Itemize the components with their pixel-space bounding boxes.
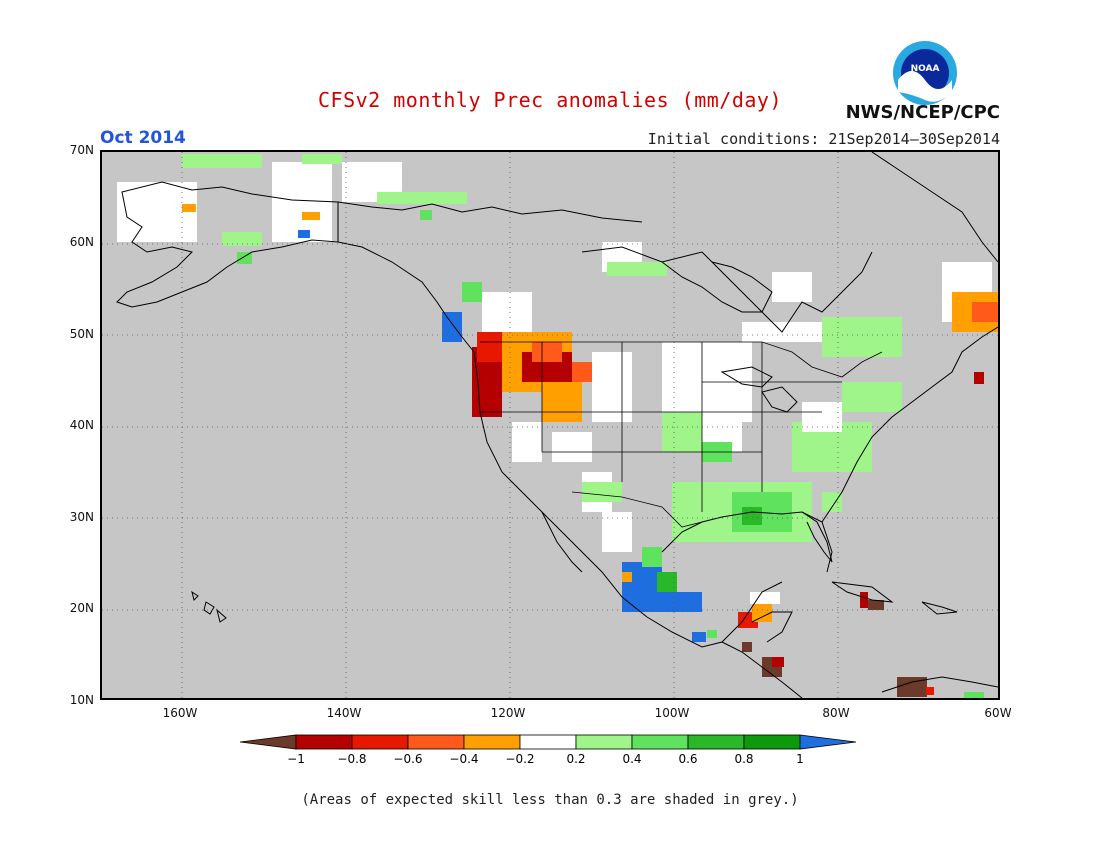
colorbar-swatch bbox=[799, 734, 857, 750]
anomaly-patch-blue bbox=[298, 230, 310, 238]
noaa-logo-icon: NOAA bbox=[893, 41, 957, 105]
colorbar-tick-label: 1 bbox=[796, 752, 804, 766]
lat-label-60: 60N bbox=[69, 235, 94, 249]
skill-footnote: (Areas of expected skill less than 0.3 a… bbox=[301, 792, 799, 808]
anomaly-patch-orange bbox=[182, 204, 196, 212]
anomaly-patch-orange bbox=[752, 602, 772, 622]
anomaly-patch-lightgreen bbox=[182, 154, 262, 168]
anomaly-patch-blue bbox=[662, 592, 702, 612]
colorbar-swatch bbox=[240, 734, 297, 750]
lat-label-70: 70N bbox=[69, 143, 94, 157]
anomaly-patch-orange bbox=[302, 212, 320, 220]
anomaly-patch-blue bbox=[622, 562, 662, 612]
anomaly-patch-green bbox=[420, 210, 432, 220]
colorbar-swatch bbox=[687, 734, 745, 750]
initial-conditions-label: Initial conditions: 21Sep2014–30Sep2014 bbox=[647, 130, 1000, 148]
lon-label-60w: 60W bbox=[984, 706, 1012, 720]
colorbar-swatch bbox=[519, 734, 577, 750]
colorbar-swatch bbox=[575, 734, 633, 750]
anomaly-patch-orange bbox=[542, 382, 582, 422]
precipitation-anomaly-map bbox=[100, 150, 1000, 700]
lat-label-30: 30N bbox=[69, 510, 94, 524]
colorbar-tick-label: 0.4 bbox=[622, 752, 642, 766]
lat-label-50: 50N bbox=[69, 327, 94, 341]
forecast-month: Oct 2014 bbox=[100, 128, 186, 148]
colorbar-swatch bbox=[351, 734, 409, 750]
anomaly-patch-white bbox=[342, 162, 402, 192]
anomaly-patch-lightgreen bbox=[662, 412, 702, 452]
anomaly-patch-green bbox=[964, 692, 984, 698]
lat-label-10: 10N bbox=[69, 693, 94, 707]
anomaly-patch-green bbox=[642, 547, 662, 567]
anomaly-patch-white bbox=[552, 432, 592, 462]
anomaly-shading bbox=[117, 154, 998, 698]
anomaly-patch-lightgreen bbox=[302, 154, 342, 164]
colorbar-swatch bbox=[407, 734, 465, 750]
anomaly-patch-white bbox=[272, 162, 332, 242]
anomaly-patch-brown bbox=[742, 642, 752, 652]
anomaly-patch-lightgreen bbox=[377, 192, 467, 204]
anomaly-patch-blue bbox=[442, 312, 462, 342]
anomaly-patch-green bbox=[707, 630, 717, 638]
colorbar-swatch bbox=[631, 734, 689, 750]
colorbar-tick-label: −1 bbox=[287, 752, 305, 766]
anomaly-patch-white bbox=[750, 592, 780, 604]
anomaly-patch-lightgreen bbox=[822, 317, 902, 357]
map-canvas bbox=[102, 152, 998, 698]
organization-label: NWS/NCEP/CPC bbox=[845, 102, 1000, 123]
anomaly-patch-red bbox=[926, 687, 934, 695]
anomaly-patch-darkred bbox=[772, 657, 784, 667]
colorbar-tick-label: −0.8 bbox=[337, 752, 367, 766]
anomaly-patch-white bbox=[602, 512, 632, 552]
anomaly-patch-redorange bbox=[532, 342, 562, 362]
anomaly-patch-lightgreen bbox=[222, 232, 262, 246]
anomaly-patch-redorange bbox=[972, 302, 998, 322]
anomaly-patch-darkred bbox=[860, 592, 868, 608]
anomaly-patch-lightgreen bbox=[582, 482, 622, 502]
anomaly-patch-lightgreen bbox=[607, 262, 667, 276]
colorbar-tick-label: −0.6 bbox=[393, 752, 423, 766]
lon-label-140w: 140W bbox=[326, 706, 362, 720]
anomaly-patch-redorange bbox=[572, 362, 592, 382]
anomaly-patch-darkgreen bbox=[742, 507, 762, 525]
anomaly-patch-green bbox=[462, 282, 482, 302]
anomaly-patch-white bbox=[512, 422, 542, 462]
anomaly-patch-orange bbox=[622, 572, 632, 582]
lon-label-100w: 100W bbox=[654, 706, 690, 720]
anomaly-patch-darkred bbox=[974, 372, 984, 384]
anomaly-patch-brown bbox=[868, 600, 884, 610]
lon-label-80w: 80W bbox=[822, 706, 850, 720]
anomaly-patch-lightgreen bbox=[842, 382, 902, 412]
coastlines bbox=[116, 152, 998, 698]
colorbar-tick-label: 0.2 bbox=[566, 752, 586, 766]
colorbar-tick-label: 0.8 bbox=[734, 752, 754, 766]
svg-text:NOAA: NOAA bbox=[911, 64, 940, 74]
lon-label-120w: 120W bbox=[490, 706, 526, 720]
colorbar-swatch bbox=[295, 734, 353, 750]
colorbar bbox=[240, 734, 857, 750]
anomaly-patch-brown bbox=[897, 677, 927, 697]
colorbar-tick-label: −0.4 bbox=[449, 752, 479, 766]
anomaly-patch-white bbox=[772, 272, 812, 302]
map-title: CFSv2 monthly Prec anomalies (mm/day) bbox=[317, 88, 783, 112]
graticule bbox=[102, 152, 998, 698]
political-borders bbox=[337, 202, 883, 528]
anomaly-patch-darkgreen bbox=[657, 572, 677, 592]
lon-label-160w: 160W bbox=[162, 706, 198, 720]
colorbar-swatch bbox=[743, 734, 801, 750]
anomaly-patch-white bbox=[802, 402, 842, 432]
colorbar-tick-label: −0.2 bbox=[505, 752, 535, 766]
anomaly-patch-green bbox=[237, 252, 252, 264]
lat-label-40: 40N bbox=[69, 418, 94, 432]
anomaly-patch-blue bbox=[692, 632, 706, 642]
lat-label-20: 20N bbox=[69, 601, 94, 615]
anomaly-patch-lightgreen bbox=[822, 492, 842, 512]
anomaly-patch-white bbox=[592, 352, 632, 422]
colorbar-swatch bbox=[463, 734, 521, 750]
colorbar-tick-label: 0.6 bbox=[678, 752, 698, 766]
